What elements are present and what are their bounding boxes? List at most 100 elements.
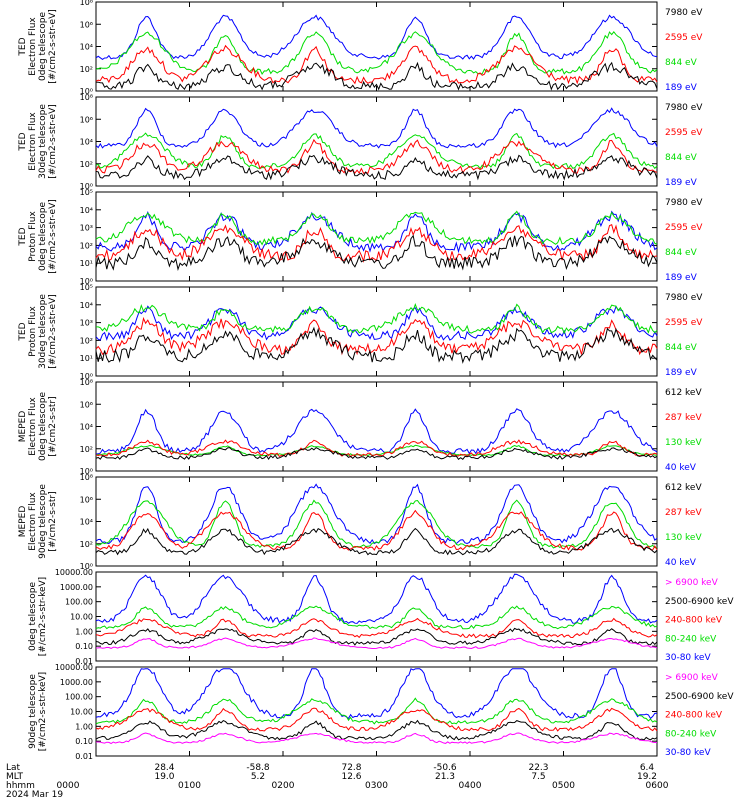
x-axis-value: -50.6 [433,763,457,773]
legend-label: 2595 eV [665,33,703,43]
x-axis-row-label: Lat [6,763,21,773]
y-axis-label: TED [18,132,28,151]
legend-label: 189 eV [665,83,698,93]
series-trace [95,447,658,461]
legend-label: 30-80 keV [665,653,711,663]
legend-label: 40 keV [665,463,697,473]
legend-label: 2595 eV [665,318,703,328]
legend-label: > 6900 keV [665,578,719,588]
series-trace [95,605,658,630]
y-axis-label: Proton Flux [28,211,38,262]
y-axis-label: 90deg telescope [38,484,48,559]
legend-label: 7980 eV [665,8,703,18]
y-tick-label: 10000.00 [55,663,93,672]
legend-label: 189 eV [665,178,698,188]
y-tick-label: 10.00 [70,613,93,622]
x-axis-value: 19.2 [637,772,657,782]
legend-label: 30-80 keV [665,748,711,758]
series-trace [95,316,658,356]
series-trace [95,509,658,551]
legend-label: 612 keV [665,388,702,398]
series-trace [95,527,658,556]
y-tick-label: 10³ [80,224,93,233]
x-axis-value: 72.8 [341,763,361,773]
y-tick-label: 10⁴ [80,206,93,215]
panel-frame [95,381,658,472]
series-trace [95,499,658,549]
legend-label: 844 eV [665,343,698,353]
series-trace [95,697,658,725]
y-axis-label: [#/cm2-s-str-eV] [48,104,58,179]
y-tick-label: 10⁸ [80,378,93,387]
legend-label: 189 eV [665,368,698,378]
y-tick-label: 10⁵ [80,188,93,197]
legend-label: 2595 eV [665,223,703,233]
y-tick-label: 1000.00 [60,583,93,592]
y-tick-label: 10⁸ [80,0,93,7]
x-axis-value: 0000 [57,781,80,791]
y-tick-label: 10⁴ [80,423,93,432]
x-axis-value: -58.8 [246,763,270,773]
y-tick-label: 10⁰ [80,562,93,571]
y-axis-label: MEPED [18,411,28,443]
y-axis-label: 0deg telescope [28,582,38,652]
series-trace [95,408,658,455]
series-trace [95,138,658,175]
legend-label: 130 keV [665,438,702,448]
legend-label: 40 keV [665,558,697,568]
x-axis-value: 0100 [178,781,201,791]
series-trace [95,668,658,720]
x-axis-value: 0300 [365,781,388,791]
x-axis-value: 7.5 [531,772,545,782]
panel-frame [95,96,658,187]
series-trace [96,302,658,335]
series-trace [95,14,658,61]
y-axis-label: Electron Flux [28,397,38,456]
series-trace [95,305,658,341]
y-tick-label: 10⁰ [80,277,93,286]
y-tick-label: 10.00 [70,708,93,717]
y-axis-label: [#/cm2-s-str-keV] [38,577,48,656]
y-tick-label: 10² [80,540,93,549]
y-tick-label: 0.10 [75,642,93,651]
series-trace [95,210,658,246]
y-tick-label: 100.00 [65,598,93,607]
legend-label: 7980 eV [665,198,703,208]
x-axis-value: 0500 [552,781,575,791]
y-tick-label: 10⁴ [80,138,93,147]
y-tick-label: 10¹ [80,354,93,363]
series-trace [95,234,658,272]
y-axis-label: TED [18,227,28,246]
legend-label: 2500-6900 keV [665,597,734,607]
y-tick-label: 10⁰ [80,182,93,191]
legend-label: 80-240 keV [665,634,717,644]
y-tick-label: 10⁰ [80,467,93,476]
legend-label: 240-800 keV [665,711,723,721]
y-tick-label: 10⁶ [80,115,93,124]
y-tick-label: 1.00 [75,627,93,636]
y-tick-label: 0.01 [75,657,93,666]
legend-label: 130 keV [665,533,702,543]
legend-label: 189 eV [665,273,698,283]
y-tick-label: 10⁰ [80,372,93,381]
y-axis-label: [#/cm2-s-str-eV] [48,294,58,369]
y-tick-label: 10² [80,445,93,454]
y-tick-label: 10⁰ [80,87,93,96]
legend-label: 80-240 keV [665,729,717,739]
x-axis-row-label: hhmm [6,781,35,791]
y-axis-label: 30deg telescope [38,104,48,179]
y-tick-label: 10⁴ [80,518,93,527]
x-axis-value: 5.2 [251,772,265,782]
x-axis-value: 6.4 [640,763,655,773]
y-tick-label: 10⁸ [80,93,93,102]
x-axis-value: 19.0 [154,772,174,782]
series-trace [95,707,658,732]
legend-label: 2595 eV [665,128,703,138]
y-axis-label: [#/cm2-s-str] [48,396,58,456]
y-tick-label: 10000.00 [55,568,93,577]
y-axis-label: 0deg telescope [38,12,48,82]
y-tick-label: 1000.00 [60,678,93,687]
y-axis-label: TED [18,37,28,56]
x-axis-value: 0200 [272,781,295,791]
